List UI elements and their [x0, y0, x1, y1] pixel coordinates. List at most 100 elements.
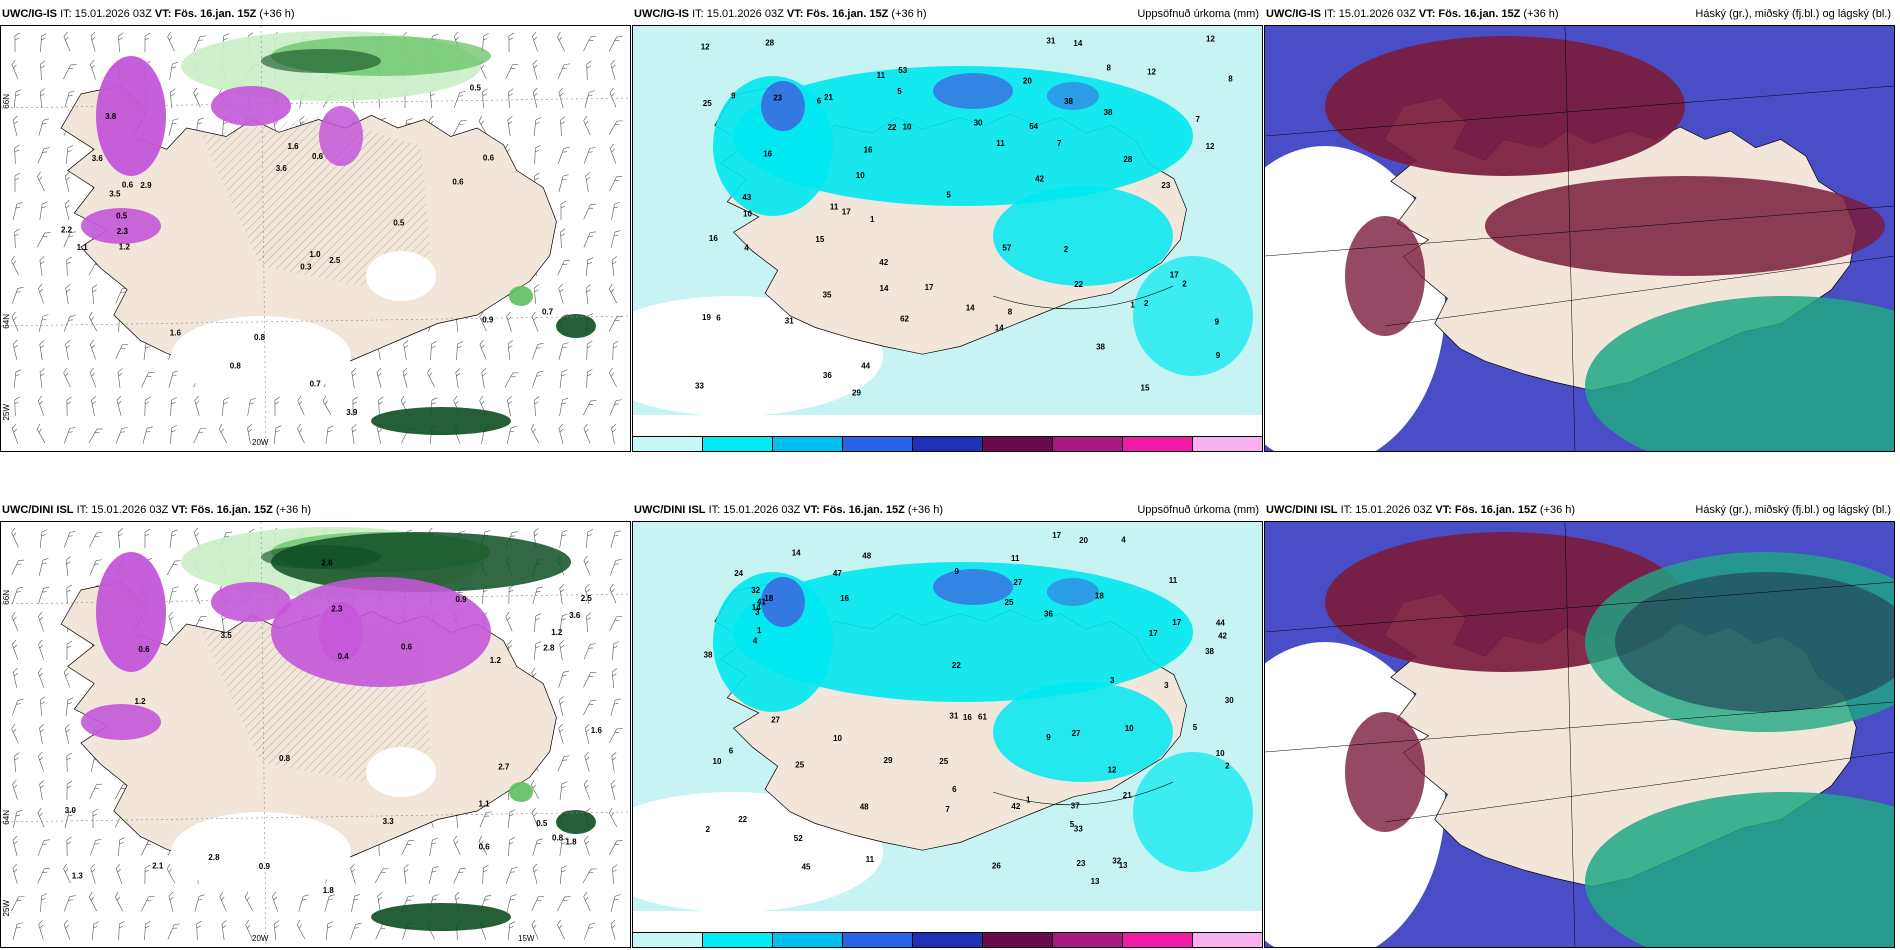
map-value: 44 — [1216, 618, 1225, 627]
map-value: 38 — [1104, 108, 1113, 117]
map-value: 1.2 — [135, 697, 147, 706]
map-value: 1.2 — [551, 628, 563, 637]
map-value: 15 — [1141, 384, 1150, 393]
map-value: 0.6 — [479, 843, 491, 852]
snow-depth-map: 3.6 3.5 3.0 2.8 2.7 2.5 1.8 1.6 1.3 0.8 0.6 0.4 0.5 0… — [1, 522, 630, 947]
map-frame: 19 17 8 9 7 10 2 23 62 31 57 42 43 53 30 33 54 36 35 42 12 28… — [632, 25, 1263, 452]
map-value: 9 — [1046, 733, 1051, 742]
map-frame: 3.6 2.5 3.9 3.5 3.8 2.9 0.6 0.5 0.8 1.0 0.7 0.8 0.6 0… — [0, 25, 631, 452]
map-value: 0.9 — [259, 862, 271, 871]
map-value: 25 — [795, 760, 804, 769]
lead-time: (+36 h) — [275, 504, 312, 516]
map-value: 28 — [765, 39, 774, 48]
map-value: 16 — [763, 150, 772, 159]
lon-label: 20W — [252, 934, 269, 943]
map-value: 1.6 — [170, 328, 182, 337]
lon-label: 15W — [518, 934, 535, 943]
map-value: 0.9 — [456, 595, 468, 604]
map-value: 3.0 — [65, 806, 77, 815]
map-value: 3 — [755, 608, 760, 617]
map-value: 42 — [879, 258, 888, 267]
map-value: 22 — [738, 815, 747, 824]
colorbar-segment — [1053, 933, 1123, 947]
map-value: 2.6 — [321, 559, 333, 568]
colorbar — [633, 932, 1262, 947]
colorbar — [633, 436, 1262, 451]
map-value: 61 — [978, 713, 987, 722]
map-value: 11 — [877, 71, 886, 80]
map-value: 0.4 — [338, 652, 350, 661]
map-value: 4 — [1121, 536, 1126, 545]
forecast-panel: UWC/DINI ISL IT: 15.01.2026 03Z VT: Fös.… — [0, 500, 631, 948]
map-value: 23 — [773, 93, 782, 102]
map-value: 17 — [1170, 270, 1179, 279]
product-title: Uppsöfnuð úrkoma (mm) — [1137, 504, 1259, 516]
map-value: 31 — [785, 317, 794, 326]
map-value: 10 — [833, 734, 842, 743]
map-value: 8 — [1008, 308, 1013, 317]
lat-label: 64N — [2, 314, 11, 329]
map-value: 52 — [794, 834, 803, 843]
map-value: 20 — [1079, 536, 1088, 545]
map-value: 1.2 — [119, 243, 131, 252]
lat-label: 66N — [2, 590, 11, 605]
map-value: 10 — [743, 210, 752, 219]
map-value: 32 — [751, 586, 760, 595]
panel-title: UWC/IG-IS IT: 15.01.2026 03Z VT: Fös. 16… — [0, 4, 631, 25]
lead-time: (+36 h) — [1539, 504, 1576, 516]
colorbar-segment — [843, 437, 913, 451]
map-value: 0.3 — [300, 262, 312, 271]
lat-label: 64N — [2, 810, 11, 825]
forecast-panel: UWC/DINI ISL IT: 15.01.2026 03Z VT: Fös.… — [632, 500, 1263, 948]
map-value: 2 — [706, 825, 711, 834]
map-value: 32 — [1112, 856, 1121, 865]
map-value: 41 — [757, 597, 766, 606]
map-value: 42 — [1035, 175, 1044, 184]
cloud-cover-map — [1265, 522, 1894, 947]
colorbar-segment — [1193, 933, 1262, 947]
init-time: IT: 15.01.2026 03Z — [1340, 504, 1433, 516]
colorbar-segment — [1053, 437, 1123, 451]
map-value: 0.7 — [542, 308, 554, 317]
map-value: 2 — [1064, 245, 1069, 254]
panel-title: UWC/IG-IS IT: 15.01.2026 03Z VT: Fös. 16… — [1264, 4, 1895, 25]
precipitation-map: 1917897102236231574243533033543635421228… — [633, 26, 1262, 415]
colorbar-segment — [773, 933, 843, 947]
forecast-panel: UWC/IG-IS IT: 15.01.2026 03Z VT: Fös. 16… — [0, 4, 631, 452]
lat-label: 66N — [2, 94, 11, 109]
map-value: 21 — [1123, 791, 1132, 800]
map-value: 38 — [704, 651, 713, 660]
map-value: 6 — [716, 314, 721, 323]
map-value: 1 — [870, 215, 875, 224]
valid-time-label: VT: — [171, 504, 188, 516]
map-value: 3.5 — [221, 631, 233, 640]
map-value: 3 — [1164, 681, 1169, 690]
map-value: 4 — [753, 637, 758, 646]
map-value: 6 — [952, 785, 957, 794]
map-value: 9 — [1215, 318, 1220, 327]
map-value: 10 — [713, 757, 722, 766]
map-value: 15 — [815, 235, 824, 244]
map-value: 20 — [1023, 76, 1032, 85]
init-time: IT: 15.01.2026 03Z — [692, 8, 784, 20]
map-value: 10 — [903, 123, 912, 132]
map-value: 3.6 — [569, 611, 581, 620]
valid-time-label: VT: — [154, 8, 172, 20]
map-value: 3.6 — [92, 154, 104, 163]
lead-time: (+36 h) — [891, 8, 927, 20]
valid-time: Fös. 16.jan. 15Z — [174, 8, 257, 20]
map-value: 3.5 — [109, 190, 121, 199]
colorbar-segment — [633, 437, 703, 451]
map-value: 3.9 — [346, 408, 358, 417]
map-value: 12 — [1108, 766, 1117, 775]
product-title: Háský (gr.), miðský (fj.bl.) og lágský (… — [1695, 8, 1891, 20]
map-value: 38 — [1096, 342, 1105, 351]
panel-title: UWC/DINI ISL IT: 15.01.2026 03Z VT: Fös.… — [0, 500, 631, 521]
map-value: 8 — [1107, 64, 1112, 73]
map-value: 25 — [939, 757, 948, 766]
colorbar-segment — [1123, 933, 1193, 947]
map-value: 0.8 — [254, 333, 266, 342]
map-value: 1.0 — [309, 250, 321, 259]
map-value: 16 — [840, 594, 849, 603]
map-value: 7 — [1196, 115, 1201, 124]
